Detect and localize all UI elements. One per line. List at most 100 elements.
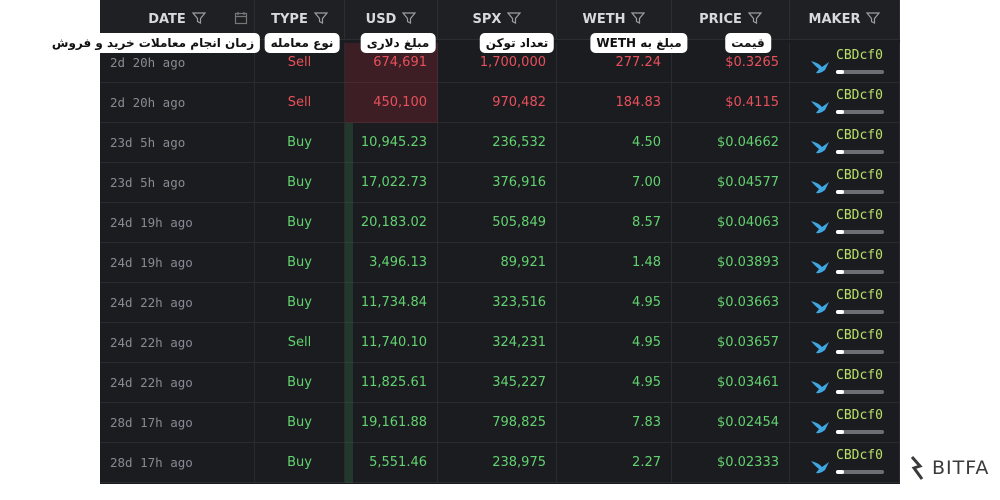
date-cell-text: 2d 20h ago [110,95,186,110]
usd-cell: 450,100 [345,83,438,123]
date-cell: 24d 19h ago [100,243,255,283]
weth-cell-text: 277.24 [615,55,662,70]
trade-row: 28d 17h ago Buy 19,161.88 798,825 7.83 $0.024… [100,403,900,443]
weth-cell: 4.95 [557,363,672,403]
usd-text: 11,825.61 [360,375,427,390]
filter-icon[interactable] [507,11,522,29]
trade-row: 2d 20h ago Sell 450,100 970,482 184.83 $0.411… [100,83,900,123]
spx-cell: 970,482 [438,83,557,123]
price-cell: $0.4115 [672,83,790,123]
trade-row: 28d 17h ago Buy 5,551.46 238,975 2.27 $0.0233… [100,443,900,483]
maker-progress-fill [836,430,844,434]
header-label: SPX [472,12,502,27]
usd-cell: 20,183.02 [345,203,438,243]
spx-cell: 345,227 [438,363,557,403]
maker-address: CBDcf0 [836,288,883,303]
maker-address: CBDcf0 [836,448,883,463]
date-cell: 24d 22h ago [100,283,255,323]
maker-progress [836,230,884,234]
type-cell-text: Buy [287,375,312,390]
maker-icon [810,453,830,484]
type-cell: Sell [255,83,345,123]
type-cell: Sell [255,43,345,83]
date-cell: 23d 5h ago [100,163,255,203]
weth-cell-text: 4.95 [632,375,661,390]
trade-row: 24d 22h ago Buy 11,825.61 345,227 4.95 $0.034… [100,363,900,403]
usd-cell: 10,945.23 [345,123,438,163]
type-cell: Buy [255,283,345,323]
trade-row: 23d 5h ago Buy 10,945.23 236,532 4.50 $0.0466… [100,123,900,163]
usd-text: 11,740.10 [360,335,427,350]
price-cell: $0.3265 [672,43,790,83]
spx-cell-text: 323,516 [492,295,546,310]
price-cell-text: $0.04662 [716,135,779,150]
maker-progress-fill [836,70,844,74]
date-cell: 23d 5h ago [100,123,255,163]
maker-cell: CBDcf0 [790,443,900,483]
header-label: USD [365,12,397,27]
usd-text: 17,022.73 [360,175,427,190]
type-cell: Buy [255,123,345,163]
type-cell-text: Buy [287,415,312,430]
trade-row: 23d 5h ago Buy 17,022.73 376,916 7.00 $0.0457… [100,163,900,203]
usd-cell: 11,825.61 [345,363,438,403]
usd-text: 674,691 [373,55,427,70]
price-cell: $0.03663 [672,283,790,323]
maker-icon [810,253,830,293]
maker-progress [836,470,884,474]
calendar-icon [234,11,248,29]
type-cell: Buy [255,443,345,483]
filter-icon[interactable] [866,11,881,29]
filter-icon[interactable] [313,11,329,29]
annotation-label: مبلغ به WETH [590,33,688,53]
weth-cell-text: 7.00 [632,175,661,190]
maker-icon [810,413,830,453]
brand-icon [910,456,924,480]
spx-cell-text: 798,825 [492,415,546,430]
filter-icon[interactable] [631,11,646,29]
volume-bar [345,323,353,363]
brand-text: BITFA [932,457,990,479]
maker-cell: CBDcf0 [790,363,900,403]
filter-icon[interactable] [191,11,207,29]
maker-icon [810,93,830,133]
maker-cell: CBDcf0 [790,403,900,443]
maker-address: CBDcf0 [836,128,883,143]
price-cell-text: $0.04063 [716,215,779,230]
spx-cell: 323,516 [438,283,557,323]
date-cell-text: 28d 17h ago [110,455,193,470]
spx-cell-text: 324,231 [492,335,546,350]
date-cell: 28d 17h ago [100,403,255,443]
trade-row: 24d 22h ago Buy 11,734.84 323,516 4.95 $0.036… [100,283,900,323]
weth-cell: 7.83 [557,403,672,443]
price-cell-text: $0.03461 [716,375,779,390]
filter-icon[interactable] [402,11,417,29]
type-cell-text: Buy [287,215,312,230]
volume-bar [345,363,353,403]
type-cell-text: Sell [287,55,312,70]
date-cell-text: 24d 22h ago [110,375,193,390]
maker-address: CBDcf0 [836,88,883,103]
maker-cell: CBDcf0 [790,123,900,163]
usd-cell: 17,022.73 [345,163,438,203]
spx-cell-text: 236,532 [492,135,546,150]
annotation-label: تعداد توکن [479,33,555,53]
date-cell-text: 2d 20h ago [110,55,186,70]
type-cell-text: Sell [287,95,312,110]
column-header[interactable]: MAKER [790,0,900,40]
maker-address: CBDcf0 [836,368,883,383]
spx-cell: 505,849 [438,203,557,243]
maker-progress-fill [836,230,844,234]
header-label: DATE [148,12,186,27]
maker-cell: CBDcf0 [790,323,900,363]
maker-progress [836,350,884,354]
spx-cell-text: 238,975 [492,455,546,470]
type-cell-text: Buy [287,455,312,470]
maker-progress-fill [836,470,844,474]
price-cell-text: $0.04577 [716,175,779,190]
filter-icon[interactable] [747,11,763,29]
date-cell: 24d 19h ago [100,203,255,243]
spx-cell: 798,825 [438,403,557,443]
